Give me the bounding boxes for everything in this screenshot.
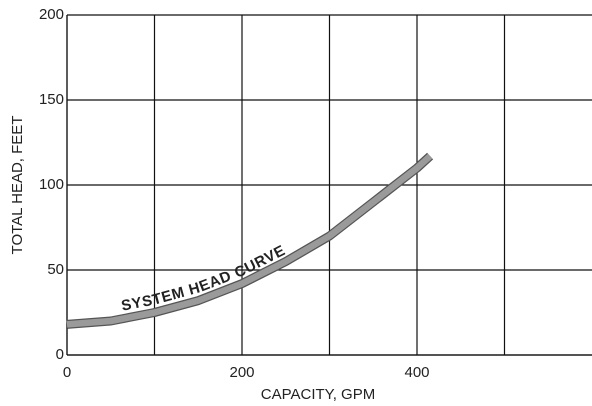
curve	[66, 153, 433, 328]
x-tick-label: 0	[63, 364, 71, 381]
y-tick-label: 0	[56, 346, 64, 363]
x-tick-label: 400	[404, 364, 429, 381]
y-tick-label: 50	[47, 261, 64, 278]
y-tick-label: 150	[39, 91, 64, 108]
annotation-text: SYSTEM HEAD CURVE	[120, 242, 288, 315]
x-tick-label: 200	[229, 364, 254, 381]
y-axis-label: TOTAL HEAD, FEET	[9, 116, 26, 255]
y-tick-label: 200	[39, 6, 64, 23]
x-axis-label: CAPACITY, GPM	[261, 386, 375, 403]
y-tick-label: 100	[39, 176, 64, 193]
annotation: SYSTEM HEAD CURVE	[120, 242, 288, 315]
